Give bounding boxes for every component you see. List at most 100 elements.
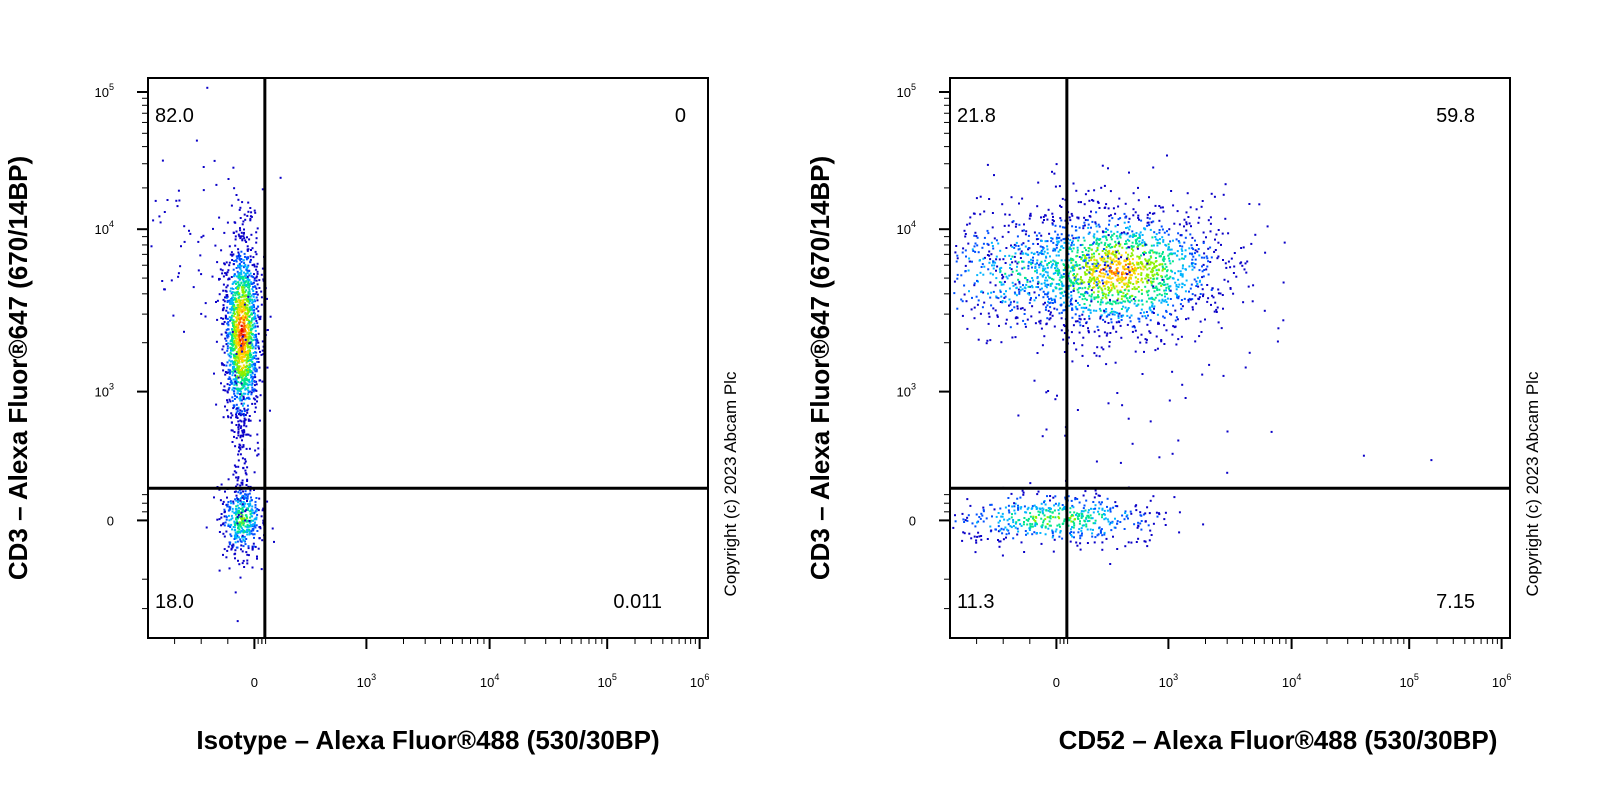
cd3-positive-cluster-dot	[1044, 301, 1046, 304]
cd3-positive-cluster-dot	[241, 346, 244, 349]
cd3-positive-cluster-dot	[1019, 289, 1022, 292]
cd3-positive-cluster-dot	[1055, 287, 1058, 290]
cd3-positive-cluster-dot	[238, 361, 241, 364]
cd3-negative-cluster-dot	[1073, 511, 1076, 514]
cd3-positive-cluster-dot	[253, 410, 256, 413]
cd3-positive-cluster-dot	[1008, 298, 1011, 301]
cd3-positive-cluster-dot	[234, 357, 237, 360]
cd3-negative-cluster-dot	[1069, 540, 1072, 543]
cd3-positive-cluster-dot	[1145, 300, 1148, 303]
cd3-positive-cluster-dot	[1117, 275, 1120, 278]
cd3-positive-cluster-dot	[225, 328, 228, 331]
cd3-positive-cluster-dot	[1136, 255, 1139, 258]
cd3-positive-cluster-dot	[245, 313, 248, 316]
cd3-positive-cluster-dot	[1031, 305, 1034, 308]
cd3-negative-cluster-dot	[227, 525, 230, 527]
cd3-positive-cluster-dot	[1154, 257, 1157, 259]
cd3-negative-cluster-dot	[1079, 534, 1082, 537]
cd3-positive-cluster-dot	[1120, 276, 1123, 279]
cd3-negative-cluster-dot	[242, 504, 245, 507]
cd3-positive-cluster-dot	[1092, 269, 1095, 272]
cd3-positive-cluster-dot	[1140, 333, 1143, 336]
cd3-negative-cluster-dot	[1116, 548, 1119, 550]
cd3-positive-cluster-dot	[229, 351, 232, 354]
cd3-positive-cluster-dot	[1098, 207, 1101, 209]
cd3-negative-cluster-dot	[1025, 518, 1028, 521]
cd3-negative-cluster-dot	[242, 545, 245, 548]
cd3-positive-cluster-dot	[233, 355, 236, 358]
cd3-positive-cluster-dot	[235, 411, 238, 414]
cd3-positive-cluster-dot	[1118, 262, 1121, 265]
cd3-positive-cluster-dot	[260, 273, 263, 276]
bridge-dot	[238, 563, 241, 566]
cd3-positive-cluster-dot	[225, 343, 228, 346]
cd3-positive-cluster-dot	[246, 359, 249, 362]
cd3-positive-cluster-dot	[1098, 285, 1101, 288]
cd3-positive-cluster-dot	[1105, 281, 1108, 284]
scatter-dot	[227, 178, 230, 180]
cd3-positive-cluster-dot	[1097, 244, 1100, 247]
cd3-positive-cluster-dot	[1071, 241, 1073, 244]
cd3-positive-cluster-dot	[1132, 192, 1135, 195]
cd3-positive-cluster-dot	[1246, 260, 1249, 263]
cd3-positive-cluster-dot	[1184, 290, 1187, 293]
cd3-positive-cluster-dot	[1096, 230, 1099, 233]
cd3-negative-cluster-dot	[1106, 505, 1108, 508]
cd3-positive-cluster-dot	[248, 383, 251, 386]
cd3-positive-cluster-dot	[1049, 313, 1052, 316]
cd3-negative-cluster-dot	[248, 492, 251, 495]
cd3-positive-cluster-dot	[1189, 233, 1192, 236]
cd3-positive-cluster-dot	[241, 371, 244, 373]
cd3-positive-cluster-dot	[1130, 248, 1133, 250]
cd3-positive-cluster-dot	[1113, 287, 1116, 290]
cd3-negative-cluster-dot	[1108, 523, 1111, 526]
cd3-positive-cluster-dot	[1135, 242, 1138, 245]
cd3-positive-cluster-dot	[248, 332, 250, 335]
cd3-positive-cluster-dot	[247, 294, 250, 297]
cd3-positive-cluster-dot	[247, 278, 250, 281]
cd3-negative-cluster-dot	[989, 503, 992, 506]
cd3-positive-cluster-dot	[1063, 241, 1066, 244]
cd3-positive-cluster-dot	[1072, 274, 1075, 277]
cd3-positive-cluster-dot	[1035, 238, 1038, 241]
cd3-positive-cluster-dot	[1051, 170, 1053, 173]
cd3-positive-cluster-dot	[227, 269, 230, 272]
cd3-positive-cluster-dot	[1140, 308, 1143, 311]
cd3-positive-cluster-dot	[1083, 260, 1086, 263]
cd3-negative-cluster-dot	[257, 509, 260, 512]
scatter-dot	[1063, 351, 1066, 353]
cd3-positive-cluster-dot	[1206, 257, 1209, 260]
bridge-dot	[242, 398, 245, 401]
cd3-positive-cluster-dot	[1109, 271, 1111, 274]
cd3-negative-cluster-dot	[218, 569, 221, 572]
cd3-positive-cluster-dot	[1063, 226, 1066, 229]
cd3-negative-cluster-dot	[1029, 515, 1032, 518]
cd3-positive-cluster-dot	[241, 238, 244, 241]
cd3-positive-cluster-dot	[1017, 248, 1020, 251]
cd3-positive-cluster-dot	[1120, 231, 1123, 234]
scatter-dot	[212, 227, 214, 230]
cd3-positive-cluster-dot	[1148, 259, 1151, 262]
scatter-dot	[1362, 454, 1365, 457]
cd3-positive-cluster-dot	[1138, 257, 1141, 260]
cd3-positive-cluster-dot	[1079, 287, 1081, 289]
cd3-positive-cluster-dot	[254, 376, 257, 379]
cd3-positive-cluster-dot	[1037, 253, 1040, 256]
cd3-positive-cluster-dot	[956, 277, 959, 280]
cd3-positive-cluster-dot	[1045, 255, 1047, 258]
cd3-positive-cluster-dot	[1143, 311, 1145, 314]
bridge-dot	[244, 510, 247, 513]
cd3-positive-cluster-dot	[231, 291, 234, 294]
cd3-negative-cluster-dot	[1026, 523, 1029, 526]
cd3-positive-cluster-dot	[974, 250, 977, 253]
cd3-negative-cluster-dot	[250, 496, 252, 499]
cd3-positive-cluster-dot	[254, 354, 257, 357]
quadrant-upper-right-percent: 59.8	[1436, 105, 1475, 127]
cd3-positive-cluster-dot	[242, 352, 245, 355]
cd3-positive-cluster-dot	[1105, 308, 1108, 310]
cd3-positive-cluster-dot	[1069, 300, 1072, 303]
cd3-positive-cluster-dot	[1136, 246, 1139, 249]
cd3-positive-cluster-dot	[1082, 294, 1085, 297]
cd3-negative-cluster-dot	[1071, 526, 1073, 529]
cd3-negative-cluster-dot	[1114, 517, 1116, 520]
